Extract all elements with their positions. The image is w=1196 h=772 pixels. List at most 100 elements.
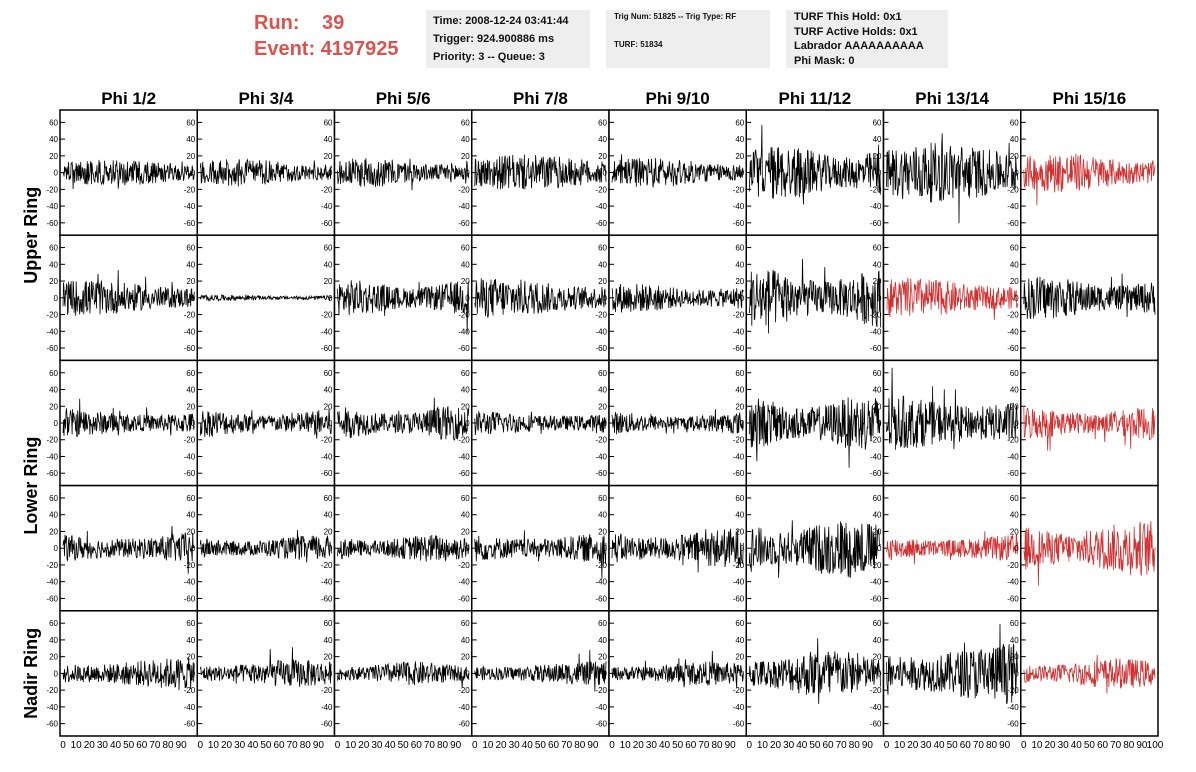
ytick-label: -20: [46, 436, 58, 445]
ytick-label: 40: [49, 260, 58, 269]
waveform-r1-c3: [337, 158, 470, 191]
ytick-label: 20: [873, 277, 882, 286]
ytick-label: -60: [458, 720, 470, 729]
ytick-label: 40: [598, 260, 607, 269]
xtick-label: 0: [60, 740, 66, 751]
ytick-label: 60: [598, 494, 607, 503]
ytick-label: -60: [595, 344, 607, 353]
ytick-label: -20: [733, 185, 745, 194]
ytick-label: -60: [1007, 720, 1019, 729]
ytick-label: 60: [598, 244, 607, 253]
ytick-label: 40: [598, 636, 607, 645]
xtick-label: 60: [960, 740, 972, 751]
ytick-label: 0: [1014, 419, 1019, 428]
ytick-label: 20: [461, 527, 470, 536]
ytick-label: 20: [873, 402, 882, 411]
xtick-label: 20: [358, 740, 370, 751]
ytick-label: -20: [184, 686, 196, 695]
column-header-1: Phi 1/2: [101, 89, 156, 108]
ytick-label: -40: [870, 202, 882, 211]
xtick-label: 10: [894, 740, 906, 751]
ytick-label: -40: [733, 327, 745, 336]
ytick-label: -20: [595, 311, 607, 320]
xtick-label: 60: [1097, 740, 1109, 751]
ytick-label: 40: [324, 386, 333, 395]
ytick-label: 60: [186, 619, 195, 628]
xtick-label: 60: [685, 740, 697, 751]
ytick-label: -60: [870, 594, 882, 603]
ytick-label: 40: [324, 511, 333, 520]
ytick-label: -40: [321, 202, 333, 211]
ytick-label: -40: [321, 452, 333, 461]
ytick-label: 20: [461, 653, 470, 662]
ytick-label: 60: [461, 369, 470, 378]
ytick-label: 40: [598, 386, 607, 395]
ytick-label: -20: [733, 311, 745, 320]
xtick-label: 0: [884, 740, 890, 751]
ytick-label: 60: [49, 494, 58, 503]
ytick-label: -40: [733, 578, 745, 587]
ytick-label: 20: [324, 527, 333, 536]
xtick-label: 30: [509, 740, 521, 751]
waveform-r3-c5: [611, 409, 744, 435]
ytick-label: -20: [595, 436, 607, 445]
xtick-label: 50: [123, 740, 135, 751]
ytick-label: 20: [461, 152, 470, 161]
ytick-label: 20: [735, 152, 744, 161]
xtick-label: 40: [796, 740, 808, 751]
column-header-5: Phi 9/10: [645, 89, 709, 108]
ytick-label: 0: [191, 419, 196, 428]
ytick-label: 40: [49, 511, 58, 520]
xtick-label: 10: [71, 740, 83, 751]
xtick-label: 50: [1084, 740, 1096, 751]
ring-label-3: Nadir Ring: [21, 628, 41, 719]
xtick-label: 10: [482, 740, 494, 751]
ytick-label: 40: [324, 260, 333, 269]
xtick-label: 20: [1044, 740, 1056, 751]
xtick-label: 0: [609, 740, 615, 751]
waveform-r4-c3: [337, 534, 470, 562]
ytick-label: -20: [321, 436, 333, 445]
ytick-label: -40: [595, 578, 607, 587]
xtick-label: 0: [746, 740, 752, 751]
ytick-label: 60: [735, 619, 744, 628]
ytick-label: 0: [740, 294, 745, 303]
ytick-label: 60: [598, 619, 607, 628]
ytick-label: -60: [595, 219, 607, 228]
xtick-label: 80: [437, 740, 449, 751]
ytick-label: -60: [46, 594, 58, 603]
xtick-label: 70: [973, 740, 985, 751]
ytick-label: -60: [321, 344, 333, 353]
ytick-label: -40: [595, 703, 607, 712]
ytick-label: -60: [595, 594, 607, 603]
xtick-label: 60: [273, 740, 285, 751]
xtick-label: 30: [234, 740, 246, 751]
ytick-label: -60: [184, 594, 196, 603]
ytick-label: 20: [1010, 152, 1019, 161]
ytick-label: 40: [873, 260, 882, 269]
turf-line: TURF: 51834: [614, 40, 663, 49]
xtick-label: 80: [711, 740, 723, 751]
xtick-label: 40: [247, 740, 259, 751]
ytick-label: 60: [873, 369, 882, 378]
waveform-r1-c1: [62, 159, 195, 190]
trig-info-box: Trig Num: 51825 -- Trig Type: RF TURF: 5…: [606, 10, 770, 68]
ytick-label: -40: [458, 202, 470, 211]
ytick-label: 0: [1014, 294, 1019, 303]
ytick-label: 40: [461, 260, 470, 269]
ytick-label: 60: [49, 369, 58, 378]
ytick-label: 20: [873, 653, 882, 662]
ytick-label: 0: [54, 669, 59, 678]
ytick-label: 20: [598, 527, 607, 536]
xtick-label: 30: [371, 740, 383, 751]
ytick-label: 60: [324, 118, 333, 127]
ytick-label: 40: [1010, 636, 1019, 645]
xtick-label: 50: [672, 740, 684, 751]
xtick-label: 30: [646, 740, 658, 751]
ytick-label: 60: [324, 619, 333, 628]
ytick-label: -20: [46, 561, 58, 570]
ytick-label: 60: [1010, 494, 1019, 503]
ytick-label: 60: [49, 118, 58, 127]
ytick-label: 0: [54, 169, 59, 178]
ytick-label: 0: [54, 419, 59, 428]
